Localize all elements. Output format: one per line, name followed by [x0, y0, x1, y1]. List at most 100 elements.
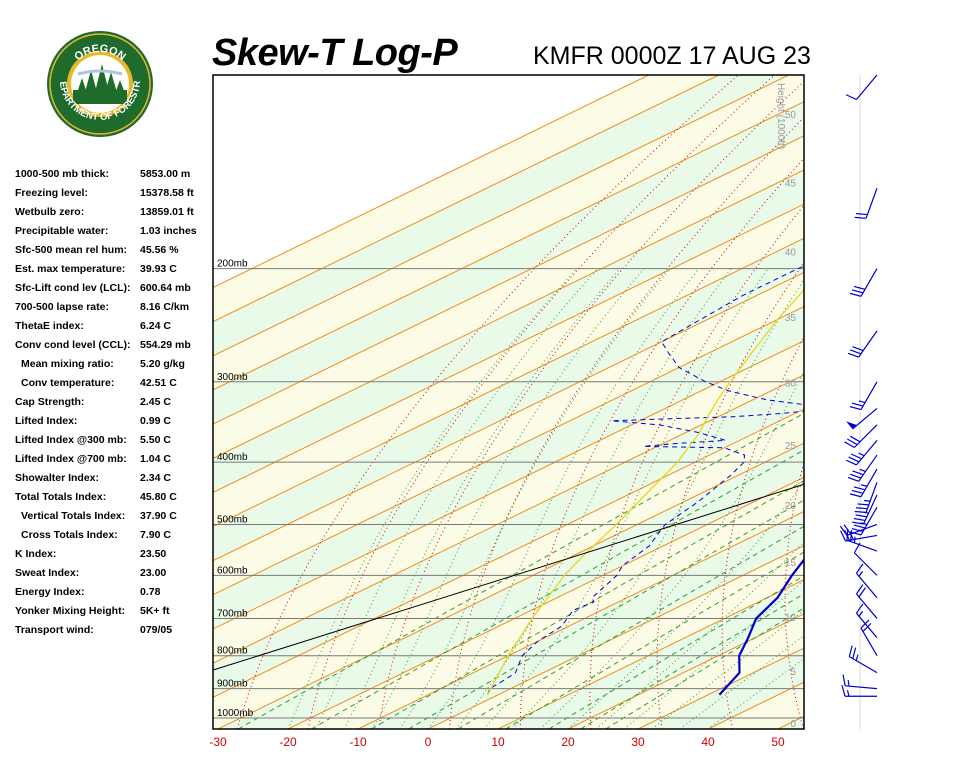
- wind-barb: [852, 494, 878, 525]
- isobar-label: 600mb: [217, 565, 248, 576]
- stat-row: Lifted Index: 0.99 C: [15, 415, 205, 434]
- dry-adiabat: [656, 261, 804, 729]
- dry-adiabat: [307, 75, 775, 729]
- height-tick-label: 30: [785, 379, 797, 390]
- stat-row: Showalter Index: 2.34 C: [15, 472, 205, 491]
- wind-barb: [845, 439, 878, 466]
- stat-value: 23.50: [140, 548, 167, 560]
- stat-label: Lifted Index @700 mb:: [15, 453, 127, 465]
- stat-value: 0.78: [140, 586, 161, 598]
- height-tick-label: 25: [785, 441, 797, 452]
- isotherm-line: [427, 545, 804, 729]
- wind-barb: [860, 619, 878, 657]
- height-tick-label: 20: [785, 501, 797, 512]
- isotherm-line: [213, 75, 649, 289]
- stat-value: 2.34 C: [140, 472, 171, 484]
- x-tick-label: 30: [631, 735, 645, 749]
- stat-label: Freezing level:: [15, 187, 88, 199]
- isotherm-line: [217, 442, 804, 729]
- stat-value: 13859.01 ft: [140, 206, 194, 218]
- isotherm-line: [567, 613, 804, 729]
- mixing-ratio-line: [408, 499, 804, 729]
- isobar-label: 300mb: [217, 372, 248, 383]
- isotherm-line: [357, 510, 804, 729]
- stat-row: 700-500 lapse rate: 8.16 C/km: [15, 301, 205, 320]
- mixing-ratio-line: [548, 575, 804, 729]
- stat-row: Mean mixing ratio: 5.20 g/kg: [15, 358, 205, 377]
- isotherm-band: [213, 306, 804, 629]
- moist-adiabat: [371, 268, 645, 729]
- x-tick-label: -10: [349, 735, 367, 749]
- isotherm-line: [918, 75, 960, 729]
- wind-barb: [847, 330, 878, 358]
- stat-row: Sfc-Lift cond lev (LCL): 600.64 mb: [15, 282, 205, 301]
- series-dewpoint: [487, 265, 804, 695]
- stat-row: Lifted Index @300 mb: 5.50 C: [15, 434, 205, 453]
- dry-adiabat: [784, 460, 804, 729]
- stat-value: 45.56 %: [140, 244, 179, 256]
- x-tick-label: 20: [561, 735, 575, 749]
- height-tick-label: 50: [785, 110, 797, 121]
- stat-row: Transport wind: 079/05: [15, 624, 205, 643]
- x-tick-label: 10: [491, 735, 505, 749]
- wind-barb: [841, 685, 877, 697]
- mixing-ratio-line: [311, 449, 804, 729]
- stat-row: Sweat Index: 23.00: [15, 567, 205, 586]
- isotherm-line: [213, 374, 804, 664]
- stat-label: Total Totals Index:: [15, 491, 107, 503]
- mixing-ratio-label: 2: [937, 388, 949, 400]
- station-time-label: KMFR 0000Z 17 AUG 23: [533, 42, 811, 70]
- x-tick-label: -20: [279, 735, 297, 749]
- series-temperature: [718, 558, 804, 696]
- stat-label: Cross Totals Index:: [21, 529, 118, 541]
- isotherm-band: [918, 75, 960, 729]
- isotherm-band: [213, 101, 804, 425]
- isobar-label: 800mb: [217, 646, 248, 657]
- stat-label: Sweat Index:: [15, 567, 80, 579]
- isotherm-line: [213, 237, 804, 528]
- isotherm-line: [213, 135, 804, 425]
- isotherm-line: [287, 476, 804, 729]
- stat-value: 554.29 mb: [140, 339, 191, 351]
- mixing-ratio-line: [605, 607, 804, 729]
- stat-value: 2.45 C: [140, 396, 171, 408]
- stat-label: Wetbulb zero:: [15, 206, 85, 218]
- series-parcel: [487, 288, 804, 696]
- stat-value: 7.90 C: [140, 529, 171, 541]
- isobar-label: 500mb: [217, 514, 248, 525]
- stat-row: Yonker Mixing Height: 5K+ ft: [15, 605, 205, 624]
- stat-label: Sfc-Lift cond lev (LCL):: [15, 282, 131, 294]
- stat-value: 5K+ ft: [140, 605, 170, 617]
- wind-barb: [844, 424, 878, 449]
- isotherm-line: [213, 75, 789, 357]
- stat-row: Total Totals Index: 45.80 C: [15, 491, 205, 510]
- isotherm-line: [213, 340, 804, 630]
- wind-barb: [847, 454, 878, 482]
- mixing-ratio-label: 1: [884, 388, 896, 400]
- wind-barb: [854, 482, 878, 514]
- stat-value: 23.00: [140, 567, 167, 579]
- stat-value: 1.03 inches: [140, 225, 197, 237]
- dry-adiabat: [236, 75, 739, 729]
- wind-barb: [842, 674, 878, 690]
- isotherm-band: [213, 135, 804, 459]
- stat-value: 39.93 C: [140, 263, 177, 275]
- stat-label: Lifted Index:: [15, 415, 78, 427]
- stat-row: Sfc-500 mean rel hum: 45.56 %: [15, 244, 205, 263]
- stat-row: Lifted Index @700 mb: 1.04 C: [15, 453, 205, 472]
- stat-row: Precipitable water: 1.03 inches: [15, 225, 205, 244]
- stat-row: Wetbulb zero: 13859.01 ft: [15, 206, 205, 225]
- stat-label: Showalter Index:: [15, 472, 100, 484]
- moist-adiabat: [483, 268, 769, 729]
- dry-adiabat: [721, 335, 804, 729]
- isotherm-line: [213, 75, 719, 323]
- isotherm-band: [213, 75, 804, 390]
- stat-row: Vertical Totals Index: 37.90 C: [15, 510, 205, 529]
- height-tick-label: 10: [785, 613, 797, 624]
- isotherm-band: [213, 204, 804, 527]
- stat-label: Precipitable water:: [15, 225, 109, 237]
- stat-label: Cap Strength:: [15, 396, 85, 408]
- x-tick-label: 50: [771, 735, 785, 749]
- page-title: Skew-T Log-P: [212, 32, 458, 74]
